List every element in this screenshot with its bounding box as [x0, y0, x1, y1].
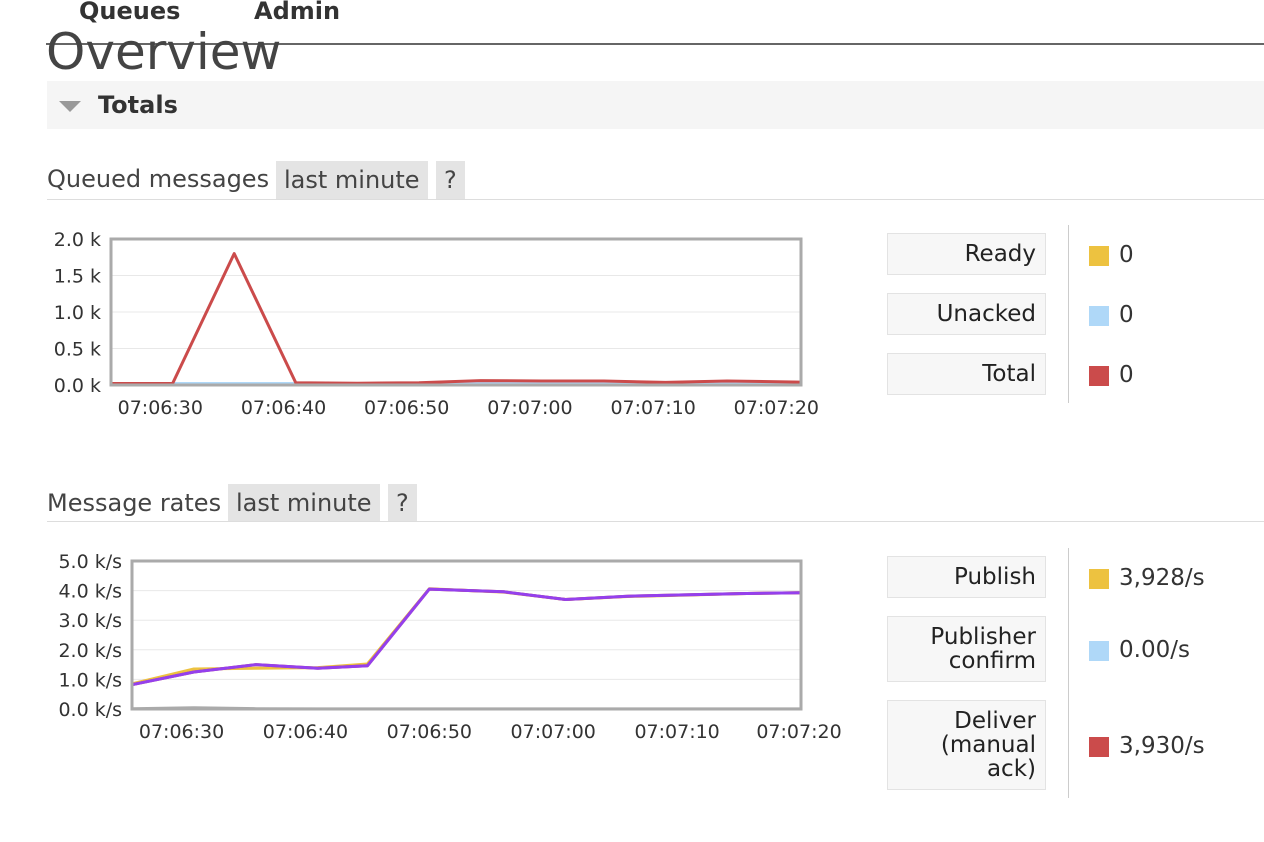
nav-tab-queues[interactable]: Queues [79, 0, 181, 25]
rates-y-tick-label: 5.0 k/s [58, 551, 122, 573]
queued-messages-chart-svg: 0.0 k 0.5 k 1.0 k 1.5 k 2.0 k 07:06:30 07:06:4… [54, 229, 819, 419]
queued-x-tick-label: 07:06:50 [364, 397, 449, 419]
collapse-triangle-icon [59, 101, 81, 112]
rates-x-tick-label: 07:06:30 [139, 721, 224, 743]
total-swatch [1089, 366, 1109, 386]
rates-series-line [131, 587, 802, 686]
legend-deliver-label: Deliver (manual ack) [940, 708, 1036, 782]
legend-unacked[interactable]: Unacked [887, 293, 1046, 335]
queued-plot-frame [109, 237, 803, 387]
deliver-value: 3,930/s [1119, 733, 1205, 759]
queued-x-tick-label: 07:06:40 [241, 397, 326, 419]
queued-x-tick-label: 07:07:00 [487, 397, 572, 419]
ready-swatch [1089, 246, 1109, 266]
queued-legend-separator [1068, 225, 1069, 403]
legend-publisher-confirm-label: Publisher confirm [930, 624, 1036, 674]
rates-x-tick-label: 07:07:10 [634, 721, 719, 743]
rates-y-tick-label: 2.0 k/s [58, 640, 122, 662]
legend-ready[interactable]: Ready [887, 233, 1046, 275]
legend-publish-label: Publish [954, 564, 1036, 590]
legend-publish[interactable]: Publish [887, 556, 1046, 598]
queued-messages-title: Queued messages [47, 165, 270, 193]
rates-range-selector[interactable]: last minute [228, 484, 380, 522]
totals-section-header[interactable]: Totals [47, 81, 1264, 129]
publish-swatch [1089, 569, 1109, 589]
rates-series-line [131, 587, 802, 687]
total-value: 0 [1119, 362, 1134, 388]
nav-divider [46, 43, 1264, 45]
rates-x-tick-label: 07:07:20 [756, 721, 841, 743]
queued-series-line [111, 252, 802, 385]
queued-y-tick-label: 0.0 k [54, 375, 101, 397]
legend-deliver-manual-ack[interactable]: Deliver (manual ack) [887, 700, 1046, 790]
page-title: Overview [46, 23, 282, 72]
rates-x-tick-label: 07:06:50 [387, 721, 472, 743]
rates-y-tick-label: 0.0 k/s [58, 699, 122, 721]
rates-divider [47, 521, 1264, 522]
nav-tab-admin[interactable]: Admin [254, 0, 341, 25]
rates-y-tick-label: 3.0 k/s [58, 610, 122, 632]
message-rates-title: Message rates [47, 489, 222, 517]
queued-range-selector[interactable]: last minute [276, 161, 428, 199]
legend-unacked-label: Unacked [936, 301, 1036, 327]
rates-x-tick-label: 07:06:40 [263, 721, 348, 743]
deliver-swatch [1089, 737, 1109, 757]
queued-divider [47, 199, 1264, 200]
message-rates-chart: 0.0 k/s 1.0 k/s 2.0 k/s 3.0 k/s 4.0 k/s 5.0 k… [46, 546, 866, 760]
rates-plot-frame [130, 559, 803, 711]
queued-x-tick-label: 07:06:30 [118, 397, 203, 419]
rates-series-line [131, 587, 802, 687]
queued-x-tick-label: 07:07:20 [734, 397, 819, 419]
legend-publisher-confirm[interactable]: Publisher confirm [887, 616, 1046, 682]
queued-y-tick-label: 0.5 k [54, 339, 101, 361]
rates-help-button[interactable]: ? [388, 484, 417, 522]
publisher-confirm-value: 0.00/s [1119, 637, 1190, 663]
legend-total[interactable]: Total [887, 353, 1046, 395]
publisher-confirm-swatch [1089, 641, 1109, 661]
queued-x-tick-label: 07:07:10 [610, 397, 695, 419]
ready-value: 0 [1119, 242, 1134, 268]
legend-total-label: Total [982, 361, 1036, 387]
rates-x-tick-label: 07:07:00 [511, 721, 596, 743]
queued-messages-chart: 0.0 k 0.5 k 1.0 k 1.5 k 2.0 k 07:06:30 07:06:4… [46, 224, 866, 438]
unacked-swatch [1089, 306, 1109, 326]
rates-legend-separator [1068, 548, 1069, 798]
legend-ready-label: Ready [964, 241, 1036, 267]
queued-help-button[interactable]: ? [436, 161, 465, 199]
queued-y-tick-label: 1.5 k [54, 266, 101, 288]
rates-y-tick-label: 4.0 k/s [58, 581, 122, 603]
queued-y-tick-label: 1.0 k [54, 302, 101, 324]
totals-section-label: Totals [98, 91, 178, 119]
rates-y-tick-label: 1.0 k/s [58, 669, 122, 691]
publish-value: 3,928/s [1119, 565, 1205, 591]
queued-y-tick-label: 2.0 k [54, 229, 101, 251]
unacked-value: 0 [1119, 302, 1134, 328]
message-rates-chart-svg: 0.0 k/s 1.0 k/s 2.0 k/s 3.0 k/s 4.0 k/s 5.0 k… [58, 551, 841, 743]
